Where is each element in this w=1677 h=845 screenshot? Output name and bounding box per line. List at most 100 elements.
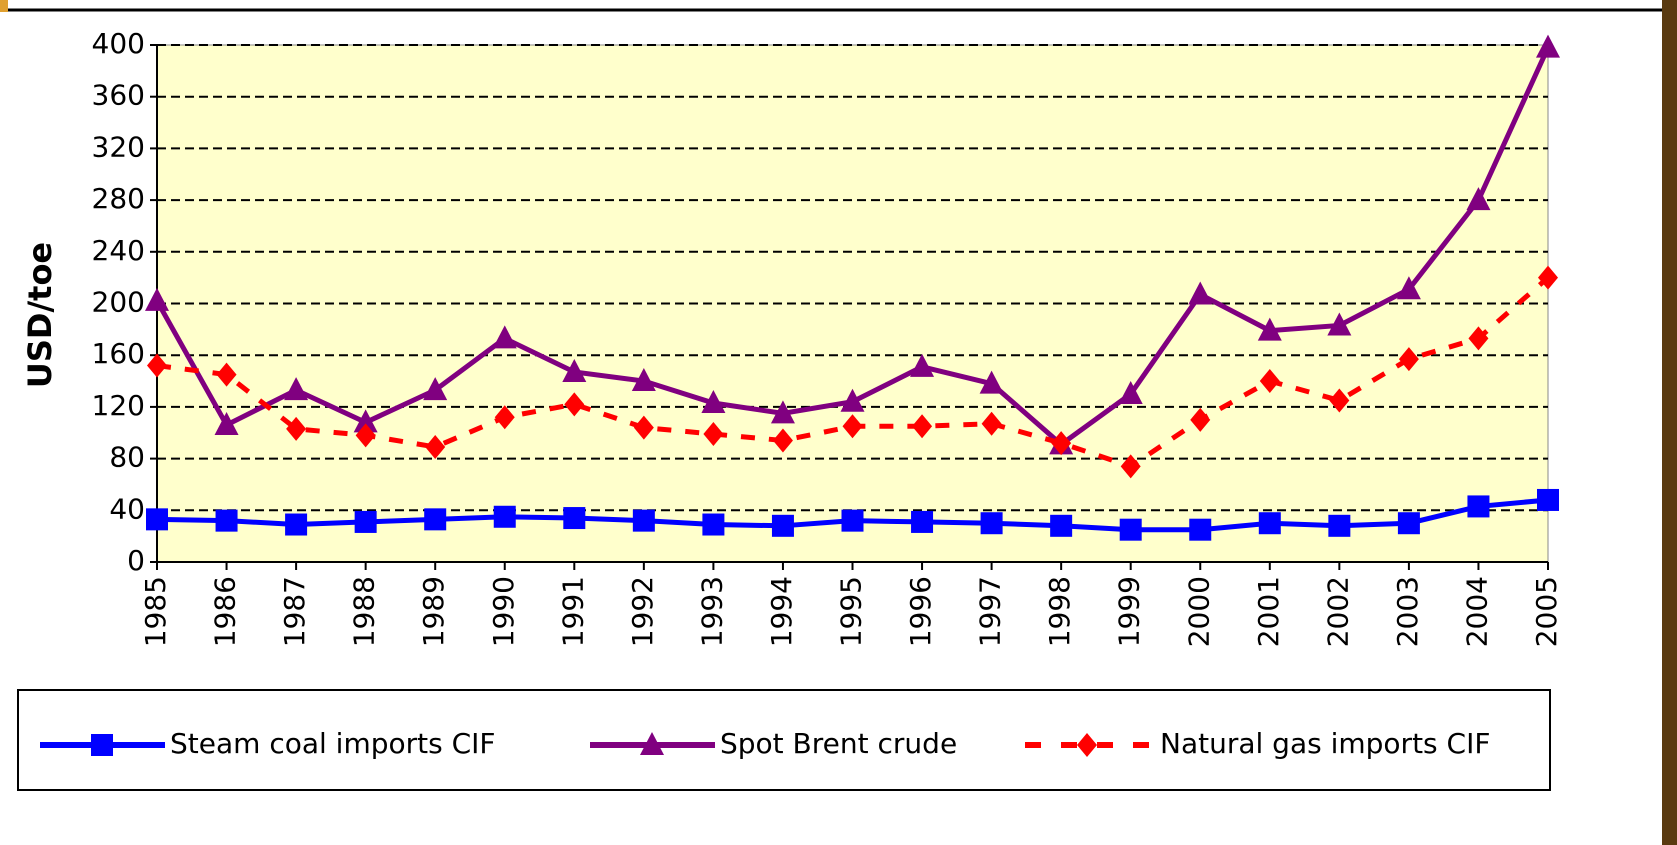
- data-point: [911, 510, 934, 533]
- data-point: [1329, 388, 1350, 413]
- data-point: [1190, 407, 1211, 432]
- data-point: [1468, 326, 1489, 351]
- x-tick-label: 2003: [1391, 576, 1424, 647]
- data-point: [631, 368, 656, 392]
- data-point: [1537, 488, 1559, 511]
- x-tick-label: 1996: [904, 576, 937, 647]
- data-point: [1398, 347, 1419, 372]
- data-point: [772, 428, 793, 453]
- data-point: [1189, 518, 1212, 541]
- data-point: [146, 508, 168, 531]
- data-point: [840, 388, 865, 412]
- data-point: [214, 411, 239, 435]
- data-point: [563, 507, 586, 530]
- data-point: [1119, 518, 1142, 541]
- y-tick-label: 280: [92, 182, 145, 215]
- x-tick-label: 1999: [1113, 576, 1146, 647]
- x-tick-label: 1995: [835, 576, 868, 647]
- data-point: [492, 325, 517, 349]
- x-tick-label: 2000: [1182, 576, 1215, 647]
- data-point: [564, 392, 585, 417]
- y-tick-label: 80: [109, 441, 145, 474]
- legend-label: Steam coal imports CIF: [170, 727, 496, 760]
- y-tick-label: 0: [127, 544, 145, 577]
- legend-box: [17, 689, 1551, 791]
- data-point: [562, 359, 587, 383]
- data-point: [1118, 380, 1143, 404]
- data-point: [1538, 265, 1558, 290]
- legend-label: Natural gas imports CIF: [1160, 727, 1490, 760]
- data-point: [1328, 514, 1351, 537]
- data-point: [285, 513, 308, 536]
- data-point: [1258, 512, 1281, 535]
- y-tick-label: 160: [92, 337, 145, 370]
- data-point: [771, 514, 794, 537]
- data-point: [353, 409, 378, 433]
- data-point: [633, 415, 654, 440]
- data-point: [1050, 514, 1073, 537]
- data-point: [979, 370, 1004, 394]
- data-point: [215, 509, 238, 532]
- data-point: [1467, 495, 1490, 518]
- x-tick-label: 1992: [626, 576, 659, 647]
- x-tick-label: 1987: [278, 576, 311, 647]
- x-tick-label: 2004: [1460, 576, 1493, 647]
- data-point: [1327, 312, 1352, 336]
- data-point: [216, 362, 237, 387]
- data-point: [1397, 512, 1420, 535]
- x-tick-label: 2005: [1530, 576, 1563, 647]
- data-point: [1466, 187, 1491, 211]
- y-tick-label: 400: [92, 27, 145, 60]
- x-tick-label: 1998: [1043, 576, 1076, 647]
- x-tick-label: 1989: [417, 576, 450, 647]
- data-point: [1188, 281, 1213, 305]
- x-tick-label: 1988: [348, 576, 381, 647]
- data-point: [494, 405, 515, 430]
- data-point: [981, 411, 1002, 436]
- data-point: [842, 414, 863, 439]
- y-tick-label: 120: [92, 389, 145, 422]
- data-point: [702, 513, 725, 536]
- data-point: [145, 287, 169, 311]
- x-tick-label: 1997: [974, 576, 1007, 647]
- y-axis-label: USD/toe: [21, 242, 59, 388]
- legend-label: Spot Brent crude: [720, 727, 957, 760]
- data-point: [355, 423, 376, 448]
- x-tick-label: 2002: [1321, 576, 1354, 647]
- x-tick-label: 1990: [487, 576, 520, 647]
- data-point: [147, 353, 167, 378]
- right-edge: [1662, 0, 1677, 845]
- data-point: [912, 414, 933, 439]
- x-tick-label: 1994: [765, 576, 798, 647]
- x-tick-label: 1986: [209, 576, 242, 647]
- x-tick-label: 1993: [695, 576, 728, 647]
- legend-marker: [1077, 733, 1097, 757]
- data-point: [286, 416, 307, 441]
- data-point: [701, 390, 726, 414]
- data-point: [425, 434, 446, 459]
- data-point: [841, 509, 864, 532]
- y-tick-label: 320: [92, 130, 145, 163]
- x-tick-label: 1991: [556, 576, 589, 647]
- data-point: [1051, 431, 1072, 456]
- corner-accent: [0, 0, 8, 12]
- data-point: [1396, 276, 1421, 300]
- data-point: [423, 377, 448, 401]
- data-point: [632, 509, 655, 532]
- data-point: [354, 510, 377, 533]
- data-point: [1536, 34, 1560, 58]
- y-tick-label: 240: [92, 234, 145, 267]
- y-tick-label: 360: [92, 79, 145, 112]
- data-point: [284, 377, 309, 401]
- legend-marker: [640, 732, 664, 755]
- y-tick-label: 40: [109, 492, 145, 525]
- data-point: [703, 422, 724, 447]
- x-tick-label: 2001: [1252, 576, 1285, 647]
- data-point: [1257, 317, 1282, 341]
- data-point: [1120, 454, 1141, 479]
- data-point: [770, 400, 795, 424]
- data-point: [424, 508, 447, 531]
- y-tick-label: 200: [92, 286, 145, 319]
- x-tick-label: 1985: [139, 576, 172, 647]
